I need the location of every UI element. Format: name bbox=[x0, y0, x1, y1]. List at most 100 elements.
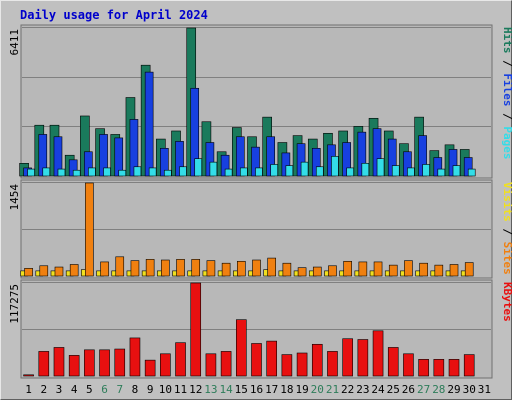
bar-kbytes bbox=[403, 353, 414, 377]
bar-pages bbox=[42, 167, 51, 177]
bar-pages bbox=[133, 166, 142, 177]
x-tick-label: 4 bbox=[71, 383, 78, 396]
legend-kbytes: KBytes bbox=[501, 282, 512, 322]
x-tick-label: 6 bbox=[101, 383, 108, 396]
bar-pages bbox=[164, 169, 172, 177]
bar-pages bbox=[118, 169, 127, 177]
bar-kbytes bbox=[175, 342, 186, 377]
legend-visits: Visits bbox=[501, 182, 512, 222]
x-tick-label: 31 bbox=[478, 383, 491, 396]
x-tick-label: 10 bbox=[159, 383, 172, 396]
bar-pages bbox=[285, 165, 294, 177]
bar-pages bbox=[88, 167, 96, 177]
x-tick-label: 3 bbox=[56, 383, 63, 396]
bar-sites bbox=[221, 262, 231, 277]
bar-kbytes bbox=[357, 339, 369, 377]
bar-kbytes bbox=[68, 355, 80, 377]
bar-kbytes bbox=[266, 340, 277, 377]
bar-sites bbox=[282, 262, 292, 277]
legend: Hits / Files / Pages bbox=[501, 27, 512, 160]
bar-sites bbox=[145, 259, 155, 277]
bar-sites bbox=[343, 260, 352, 277]
bar-kbytes bbox=[327, 351, 338, 377]
legend-separator: / bbox=[501, 107, 512, 127]
x-tick-label: 15 bbox=[235, 383, 248, 396]
bar-kbytes bbox=[251, 343, 262, 377]
bar-pages bbox=[376, 158, 385, 177]
x-tick-label: 16 bbox=[250, 383, 263, 396]
bar-pages bbox=[346, 167, 354, 177]
bar-sites bbox=[206, 260, 216, 277]
legend-files: Files bbox=[501, 73, 512, 106]
bar-pages bbox=[224, 168, 233, 177]
bar-pages bbox=[240, 167, 248, 177]
x-tick-label: 26 bbox=[402, 383, 415, 396]
bar-kbytes bbox=[114, 348, 126, 377]
y-max-label: 117275 bbox=[8, 284, 21, 324]
bar-sites bbox=[464, 262, 474, 277]
bar-sites bbox=[388, 264, 398, 277]
bar-kbytes bbox=[190, 282, 202, 377]
bar-pages bbox=[72, 169, 81, 177]
x-tick-label: 2 bbox=[40, 383, 47, 396]
bar-sites bbox=[176, 259, 185, 277]
x-tick-label: 7 bbox=[116, 383, 123, 396]
bar-sites bbox=[24, 268, 33, 277]
bar-kbytes bbox=[129, 337, 141, 377]
x-tick-label: 20 bbox=[311, 383, 324, 396]
bar-kbytes bbox=[463, 354, 475, 377]
bar-sites bbox=[449, 264, 459, 277]
bar-sites bbox=[161, 259, 170, 277]
bar-sites bbox=[312, 266, 322, 277]
x-tick-label: 24 bbox=[371, 383, 385, 396]
bar-kbytes bbox=[433, 359, 445, 377]
bar-pages bbox=[391, 165, 400, 177]
x-tick-label: 23 bbox=[356, 383, 369, 396]
x-tick-label: 1 bbox=[25, 383, 32, 396]
bar-sites bbox=[434, 264, 444, 277]
bar-pages bbox=[179, 166, 187, 177]
bar-pages bbox=[361, 163, 370, 177]
bar-sites bbox=[100, 261, 109, 277]
legend-pages: Pages bbox=[501, 126, 512, 159]
bar-kbytes bbox=[236, 319, 247, 377]
bar-pages bbox=[467, 168, 476, 177]
bar-sites bbox=[85, 182, 94, 277]
bar-kbytes bbox=[296, 352, 308, 377]
bar-sites bbox=[419, 262, 428, 277]
bar-sites bbox=[252, 259, 261, 277]
bar-kbytes bbox=[342, 338, 353, 377]
x-tick-label: 19 bbox=[295, 383, 308, 396]
bar-files bbox=[144, 71, 154, 177]
bar-pages bbox=[255, 167, 263, 177]
x-tick-label: 21 bbox=[326, 383, 339, 396]
bar-kbytes bbox=[205, 353, 217, 377]
x-tick-label: 5 bbox=[86, 383, 93, 396]
bar-kbytes bbox=[38, 351, 50, 377]
x-tick-label: 27 bbox=[417, 383, 430, 396]
bar-sites bbox=[237, 260, 246, 277]
bar-pages bbox=[407, 167, 415, 177]
bar-sites bbox=[267, 257, 276, 277]
bar-pages bbox=[300, 161, 309, 177]
legend-hits: Hits bbox=[501, 27, 512, 54]
legend-separator: / bbox=[501, 222, 512, 242]
legend-separator: / bbox=[501, 54, 512, 74]
bar-pages bbox=[437, 168, 446, 177]
bar-pages bbox=[209, 161, 218, 177]
bar-pages bbox=[315, 166, 324, 177]
bar-kbytes bbox=[144, 359, 156, 377]
x-tick-label: 12 bbox=[189, 383, 202, 396]
x-tick-label: 30 bbox=[463, 383, 476, 396]
bar-kbytes bbox=[220, 351, 232, 377]
bar-sites bbox=[373, 261, 383, 277]
y-max-label: 6411 bbox=[8, 29, 21, 56]
bar-kbytes bbox=[448, 359, 460, 377]
y-max-label: 1454 bbox=[8, 184, 21, 211]
bar-sites bbox=[130, 260, 140, 277]
bar-kbytes bbox=[23, 374, 34, 377]
bar-pages bbox=[148, 167, 157, 177]
bar-sites bbox=[115, 256, 125, 277]
bar-pages bbox=[270, 164, 278, 177]
